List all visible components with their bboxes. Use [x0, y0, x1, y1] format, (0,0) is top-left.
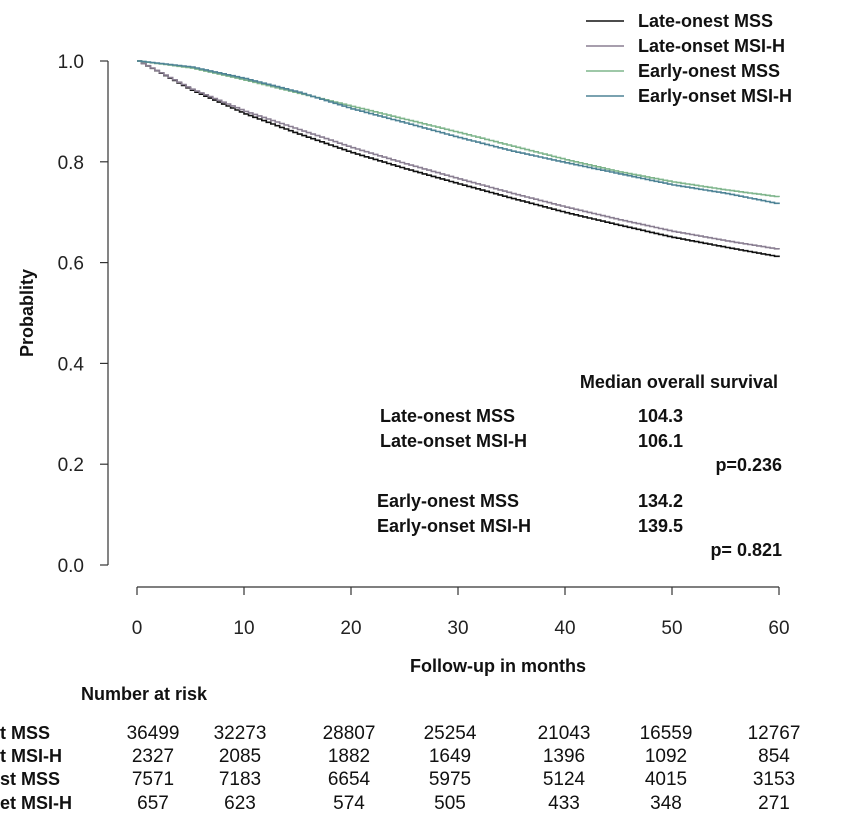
risk-cell: 5975: [429, 769, 471, 790]
risk-row-label: st MSS: [0, 769, 60, 789]
y-tick-label: 0.8: [58, 153, 84, 174]
x-tick-label: 50: [661, 618, 682, 639]
risk-cell: 623: [224, 793, 256, 814]
series-line-1: [137, 60, 780, 250]
risk-cell: 854: [758, 746, 790, 767]
series-line-3: [137, 60, 780, 205]
annotation-p-value: p= 0.821: [710, 540, 782, 560]
risk-cell: 348: [650, 793, 682, 814]
y-tick-label: 0.4: [58, 354, 85, 375]
x-tick-label: 20: [340, 618, 361, 639]
series-line-0: [137, 60, 780, 258]
series-line-2: [137, 60, 780, 198]
risk-cell: 7571: [132, 769, 174, 790]
annotation-row-label: Early-onest MSS: [377, 491, 519, 511]
risk-row-label: et MSI-H: [0, 793, 72, 813]
annotation-row-value: 106.1: [638, 431, 683, 451]
x-tick-label: 40: [554, 618, 575, 639]
annotation-row-value: 104.3: [638, 406, 683, 426]
x-axis-title: Follow-up in months: [410, 656, 586, 676]
x-tick-label: 0: [132, 618, 143, 639]
risk-cell: 2327: [132, 746, 174, 767]
risk-cell: 28807: [323, 723, 376, 744]
risk-cell: 16559: [640, 723, 693, 744]
y-tick-label: 0.2: [58, 455, 84, 476]
risk-cell: 657: [137, 793, 169, 814]
x-tick-label: 30: [447, 618, 468, 639]
risk-cell: 7183: [219, 769, 261, 790]
x-tick-label: 10: [233, 618, 254, 639]
annotation-heading: Median overall survival: [580, 372, 778, 392]
risk-cell: 32273: [214, 723, 267, 744]
risk-cell: 1882: [328, 746, 370, 767]
y-tick-label: 1.0: [58, 52, 84, 73]
x-tick-label: 60: [768, 618, 789, 639]
risk-cell: 6654: [328, 769, 371, 790]
y-tick-label: 0.6: [58, 254, 84, 275]
y-axis-title: Probablity: [17, 269, 37, 357]
risk-table-title: Number at risk: [81, 684, 208, 704]
risk-cell: 2085: [219, 746, 261, 767]
annotation-p-value: p=0.236: [715, 455, 782, 475]
risk-cell: 36499: [127, 723, 180, 744]
risk-row-label: t MSS: [0, 723, 50, 743]
risk-cell: 574: [333, 793, 365, 814]
risk-cell: 505: [434, 793, 466, 814]
risk-cell: 433: [548, 793, 580, 814]
risk-cell: 1649: [429, 746, 471, 767]
risk-cell: 5124: [543, 769, 586, 790]
legend-label: Late-onset MSI-H: [638, 36, 785, 56]
annotation-row-value: 139.5: [638, 516, 683, 536]
legend-label: Late-onest MSS: [638, 11, 773, 31]
legend-label: Early-onset MSI-H: [638, 86, 792, 106]
risk-cell: 25254: [424, 723, 477, 744]
annotation-row-value: 134.2: [638, 491, 683, 511]
risk-cell: 271: [758, 793, 790, 814]
risk-cell: 3153: [753, 769, 795, 790]
risk-cell: 4015: [645, 769, 687, 790]
annotation-row-label: Late-onest MSS: [380, 406, 515, 426]
risk-cell: 1092: [645, 746, 687, 767]
risk-cell: 21043: [538, 723, 591, 744]
y-tick-label: 0.0: [58, 556, 84, 577]
annotation-box: [340, 357, 785, 572]
annotation-row-label: Early-onset MSI-H: [377, 516, 531, 536]
legend-label: Early-onest MSS: [638, 61, 780, 81]
annotation-row-label: Late-onset MSI-H: [380, 431, 527, 451]
risk-cell: 12767: [748, 723, 801, 744]
risk-row-label: t MSI-H: [0, 746, 62, 766]
risk-cell: 1396: [543, 746, 585, 767]
